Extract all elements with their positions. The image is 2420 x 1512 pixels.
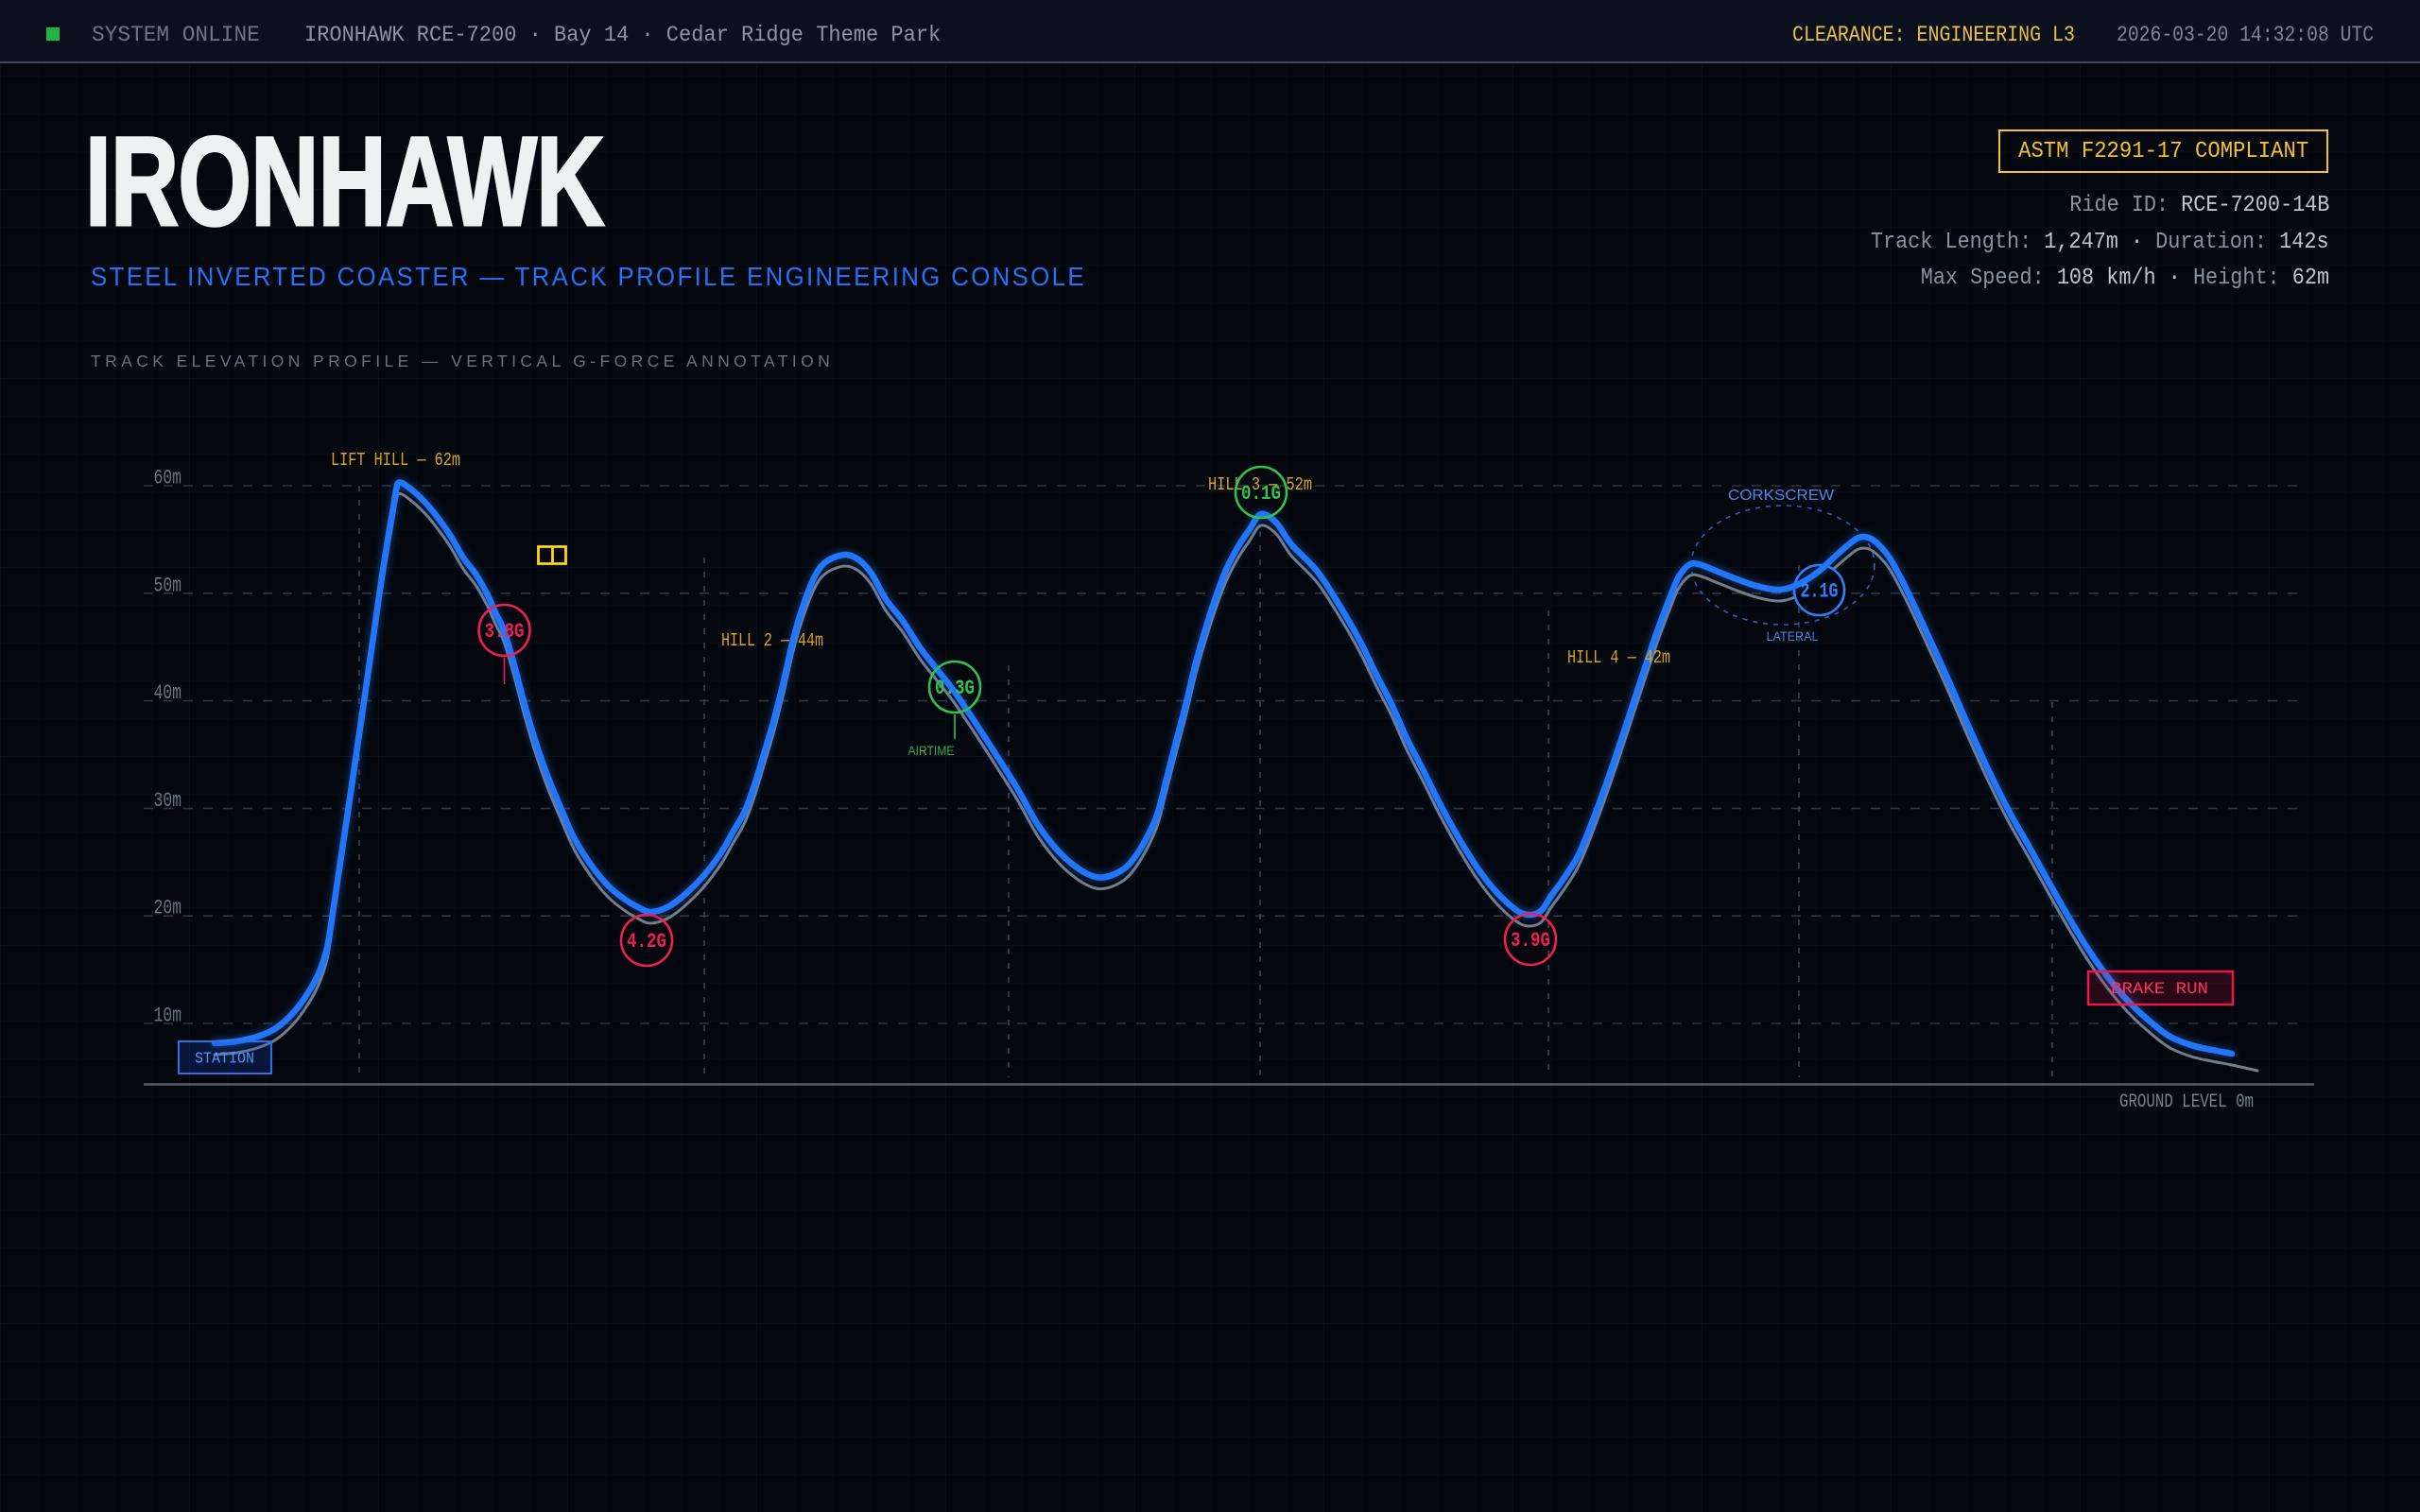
svg-text:0.1G: 0.1G — [1241, 482, 1281, 506]
svg-text:HILL 4 — 42m: HILL 4 — 42m — [1567, 647, 1670, 668]
svg-text:3.8G: 3.8G — [485, 620, 525, 644]
svg-text:AIRTIME: AIRTIME — [908, 743, 955, 758]
svg-text:LIFT HILL — 62m: LIFT HILL — 62m — [331, 450, 460, 471]
svg-text:BRAKE RUN: BRAKE RUN — [2111, 980, 2208, 999]
svg-text:0.3G: 0.3G — [935, 677, 975, 700]
svg-text:HILL 2 — 44m: HILL 2 — 44m — [721, 630, 823, 651]
svg-text:2.1G: 2.1G — [1801, 580, 1839, 604]
svg-text:60m: 60m — [154, 467, 182, 490]
svg-text:4.2G: 4.2G — [627, 930, 666, 954]
svg-text:10m: 10m — [154, 1005, 182, 1028]
svg-text:STATION: STATION — [195, 1050, 254, 1068]
svg-text:GROUND LEVEL 0m: GROUND LEVEL 0m — [2119, 1091, 2254, 1113]
svg-text:50m: 50m — [154, 574, 182, 597]
svg-text:30m: 30m — [154, 789, 182, 813]
svg-text:3.9G: 3.9G — [1511, 929, 1550, 953]
svg-text:CORKSCREW: CORKSCREW — [1728, 488, 1835, 504]
svg-text:LATERAL: LATERAL — [1767, 628, 1819, 644]
svg-text:20m: 20m — [154, 897, 182, 920]
svg-text:40m: 40m — [154, 681, 182, 705]
